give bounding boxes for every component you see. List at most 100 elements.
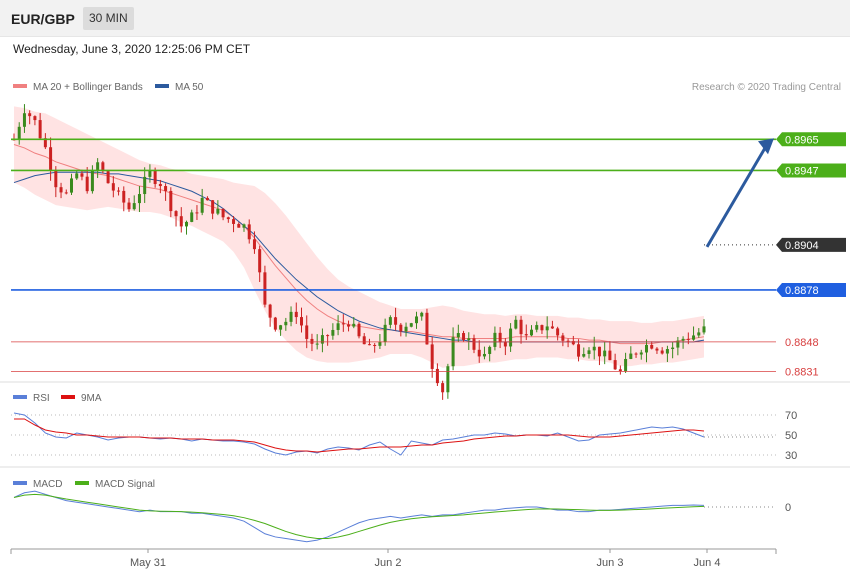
candle-body [456, 333, 460, 338]
copyright-text: Research © 2020 Trading Central [692, 82, 841, 93]
candle-body [273, 317, 277, 330]
candle-body [477, 349, 481, 357]
rsi-ma-line [14, 418, 705, 453]
candle-body [347, 324, 351, 327]
candle-body [96, 162, 100, 171]
current-price-label: 0.8904 [785, 240, 819, 252]
candle-body [571, 341, 575, 345]
candle-body [195, 212, 199, 214]
candle-body [305, 325, 309, 339]
candle-body [315, 343, 319, 345]
support-1-label: 0.8878 [785, 285, 819, 297]
candle-body [383, 324, 387, 342]
legend-swatch-rsi-ma [61, 395, 75, 399]
candle-body [185, 221, 188, 227]
candle-body [415, 316, 418, 324]
candles-layer [12, 104, 706, 400]
candle-body [624, 358, 628, 372]
candle-body [336, 323, 340, 330]
legend-label-rsi: RSI [33, 393, 50, 404]
candle-body [472, 338, 476, 350]
candle-body [294, 311, 298, 318]
candle-body [681, 338, 685, 341]
resistance-2-tag [776, 132, 846, 147]
candle-body [482, 353, 486, 357]
macd-tick-0: 0 [785, 502, 791, 514]
candle-body [205, 197, 209, 201]
candle-body [106, 171, 110, 184]
candle-body [174, 211, 178, 217]
candle-body [148, 170, 152, 177]
candle-body [697, 332, 701, 336]
time-tick-label-3: Jun 4 [694, 557, 721, 569]
candle-body [655, 348, 659, 351]
legend-label-ma50: MA 50 [175, 82, 204, 93]
candle-body [556, 328, 560, 336]
candle-body [279, 325, 283, 330]
rsi-tick-50: 50 [785, 430, 797, 442]
candle-body [211, 200, 215, 214]
candle-body [17, 126, 21, 140]
candle-body [545, 326, 549, 331]
candle-body [686, 338, 690, 340]
candle-body [660, 350, 664, 354]
candle-body [341, 323, 345, 325]
candle-body [70, 178, 73, 193]
candle-body [28, 113, 32, 117]
candle-body [597, 346, 601, 357]
candle-body [153, 170, 157, 185]
current-price-tag [776, 237, 846, 252]
candle-body [164, 186, 168, 191]
candle-body [550, 326, 554, 329]
support-1-tag [776, 282, 846, 297]
support-3-label: 0.8831 [785, 366, 819, 378]
candle-body [331, 329, 335, 336]
legend-label-macd: MACD [33, 479, 62, 490]
time-tick-label-0: May 31 [130, 557, 166, 569]
candle-body [320, 335, 324, 344]
candle-body [22, 113, 26, 127]
candle-body [524, 334, 528, 336]
candle-body [645, 344, 648, 353]
candle-body [122, 190, 126, 203]
candle-body [462, 333, 466, 340]
candle-body [435, 368, 439, 384]
candle-body [592, 346, 596, 351]
candle-body [75, 173, 79, 179]
candle-body [362, 336, 366, 345]
candle-body [618, 369, 622, 372]
candle-body [577, 344, 581, 357]
legend-swatch-macd [13, 481, 27, 485]
time-tick-label-2: Jun 3 [597, 557, 624, 569]
candle-body [117, 190, 121, 192]
candle-body [394, 317, 398, 325]
forecast-arrow-head [758, 138, 774, 155]
candle-body [493, 332, 497, 347]
candle-body [43, 138, 47, 148]
legend-swatch-ma20 [13, 84, 27, 88]
candle-body [467, 338, 471, 340]
price-levels-layer: 0.8965 0.8947 0.8878 0.8848 0.8831 0.8904 [11, 132, 846, 378]
candle-body [530, 329, 533, 336]
candle-body [143, 176, 147, 195]
candle-body [216, 208, 220, 214]
support-2-label: 0.8848 [785, 337, 819, 349]
candle-body [373, 344, 377, 346]
candle-body [247, 224, 251, 240]
candle-body [420, 312, 424, 317]
candle-body [535, 325, 539, 330]
candle-body [132, 203, 136, 210]
candle-body [268, 304, 272, 318]
candle-body [101, 162, 105, 172]
candle-body [540, 325, 544, 331]
candle-body [430, 344, 434, 369]
candle-body [587, 350, 591, 354]
candle-body [634, 353, 638, 355]
candle-body [665, 349, 669, 354]
candle-body [289, 311, 293, 322]
time-axis-layer: May 31 Jun 2 Jun 3 Jun 4 [130, 549, 721, 569]
timeframe-button[interactable]: 30 MIN [83, 7, 134, 30]
resistance-1-label: 0.8947 [785, 165, 819, 177]
candle-body [603, 350, 607, 357]
